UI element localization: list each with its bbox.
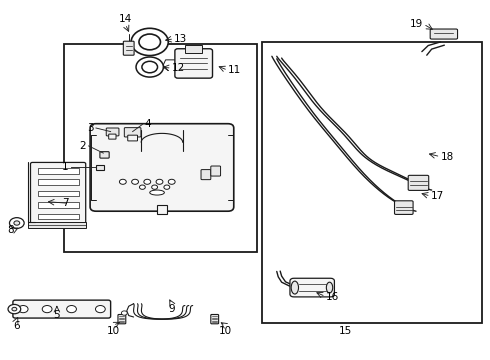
FancyBboxPatch shape	[118, 315, 126, 324]
Ellipse shape	[150, 190, 164, 195]
Circle shape	[152, 185, 158, 189]
Circle shape	[136, 57, 163, 77]
Bar	[97, 165, 104, 170]
Circle shape	[120, 179, 126, 184]
FancyBboxPatch shape	[408, 175, 429, 190]
Ellipse shape	[291, 281, 298, 294]
FancyBboxPatch shape	[100, 152, 109, 158]
Bar	[157, 205, 167, 214]
Circle shape	[9, 218, 24, 228]
Text: 18: 18	[441, 152, 454, 162]
Text: 15: 15	[339, 325, 352, 336]
FancyBboxPatch shape	[106, 128, 119, 136]
Bar	[38, 179, 79, 185]
Circle shape	[140, 185, 146, 189]
Text: 4: 4	[145, 120, 151, 129]
Bar	[38, 214, 79, 220]
FancyBboxPatch shape	[13, 300, 111, 318]
FancyBboxPatch shape	[109, 134, 116, 139]
Circle shape	[96, 306, 105, 313]
FancyBboxPatch shape	[430, 29, 458, 39]
Circle shape	[131, 28, 168, 55]
Bar	[38, 168, 79, 174]
Text: 10: 10	[106, 325, 120, 336]
Text: 10: 10	[219, 325, 232, 336]
Text: 12: 12	[172, 63, 185, 73]
Circle shape	[132, 179, 139, 184]
Circle shape	[8, 305, 21, 314]
Text: 9: 9	[169, 304, 175, 314]
Text: 1: 1	[62, 162, 68, 172]
Text: 6: 6	[13, 320, 20, 330]
Circle shape	[18, 306, 28, 313]
FancyBboxPatch shape	[175, 49, 213, 78]
Text: 16: 16	[326, 292, 339, 302]
Text: 2: 2	[79, 141, 86, 151]
Text: 19: 19	[410, 19, 423, 29]
Text: 11: 11	[228, 65, 241, 75]
Circle shape	[168, 179, 175, 184]
Text: 3: 3	[87, 123, 94, 133]
Text: 13: 13	[174, 34, 187, 44]
FancyBboxPatch shape	[124, 128, 141, 137]
Circle shape	[14, 221, 20, 225]
Circle shape	[67, 306, 76, 313]
FancyBboxPatch shape	[30, 162, 86, 226]
Text: 7: 7	[63, 198, 69, 208]
Text: 5: 5	[53, 310, 60, 320]
Circle shape	[164, 185, 170, 189]
FancyBboxPatch shape	[211, 315, 219, 324]
Circle shape	[156, 179, 163, 184]
FancyBboxPatch shape	[123, 41, 134, 55]
FancyBboxPatch shape	[90, 124, 234, 211]
Text: 17: 17	[431, 191, 444, 201]
Circle shape	[139, 34, 160, 50]
Bar	[38, 191, 79, 197]
Bar	[27, 222, 86, 228]
Bar	[262, 42, 482, 323]
Circle shape	[12, 307, 17, 311]
FancyBboxPatch shape	[201, 170, 211, 180]
FancyBboxPatch shape	[394, 201, 413, 215]
Bar	[38, 202, 79, 208]
Ellipse shape	[326, 282, 333, 293]
Bar	[64, 44, 257, 252]
Circle shape	[42, 306, 52, 313]
FancyBboxPatch shape	[211, 166, 220, 176]
Text: 8: 8	[7, 225, 13, 235]
Text: 14: 14	[119, 14, 132, 24]
FancyBboxPatch shape	[128, 135, 138, 141]
Circle shape	[122, 311, 127, 315]
FancyBboxPatch shape	[290, 278, 334, 297]
Circle shape	[144, 179, 151, 184]
Circle shape	[142, 61, 158, 73]
Bar	[185, 45, 202, 53]
